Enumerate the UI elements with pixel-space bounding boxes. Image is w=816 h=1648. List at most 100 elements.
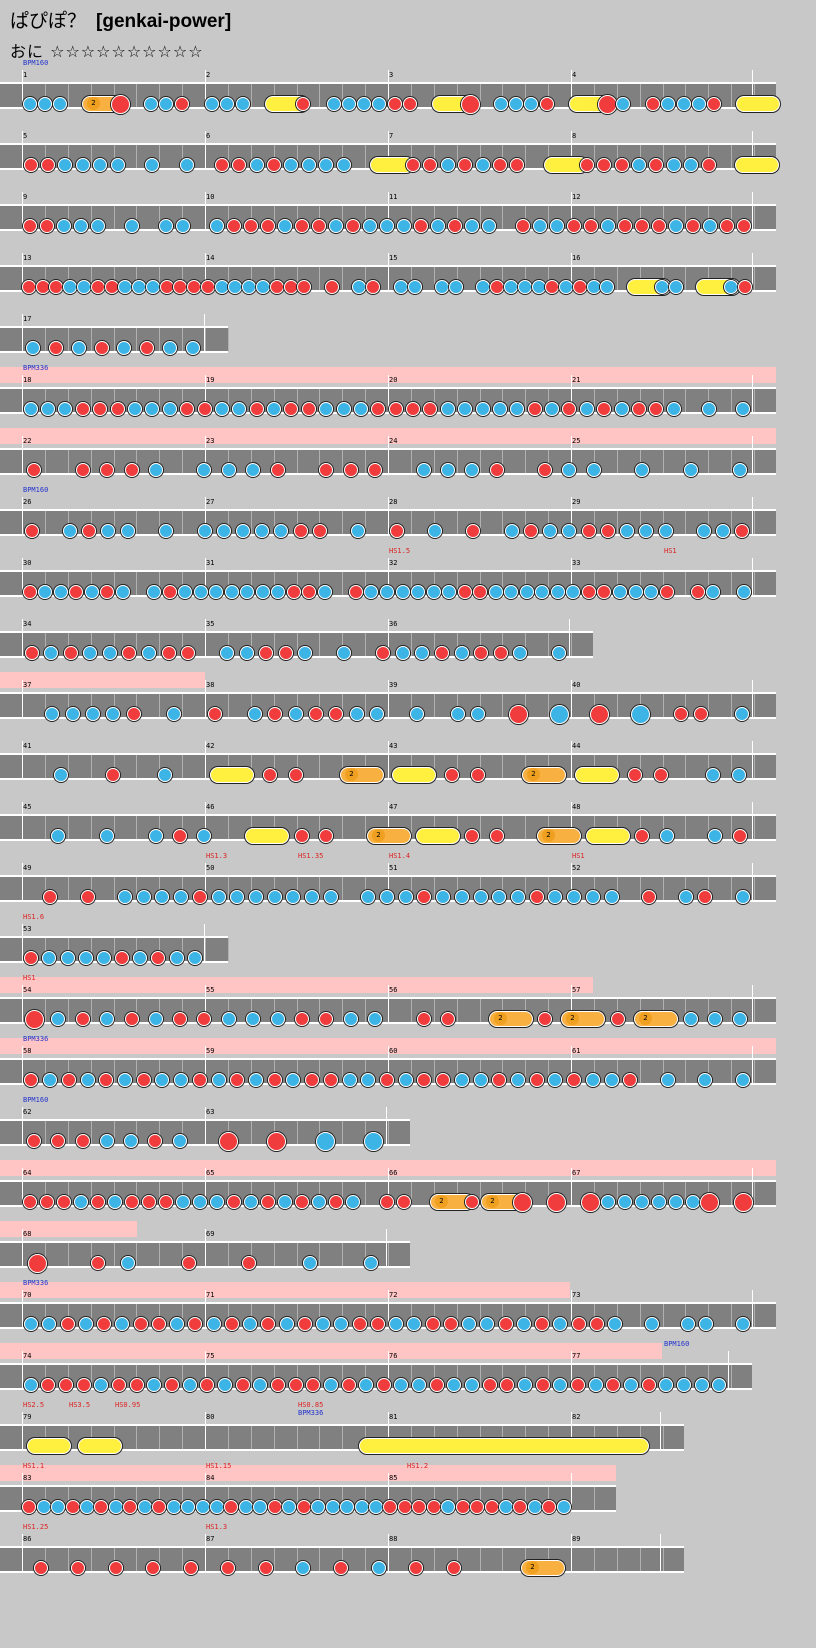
beat-line [457,1365,458,1388]
scroll-speed-label: HS1.3 [206,1523,228,1531]
beat-line [663,145,664,168]
don-note [187,280,201,294]
beat-line [274,206,275,229]
beat-line [319,755,320,778]
bar-line [22,863,23,902]
bar-line [571,253,572,292]
bar-line [571,1534,572,1573]
beat-line [91,1548,92,1571]
beat-line [136,328,137,351]
don-note [297,280,311,294]
ka-note [209,585,223,599]
beat-line [548,450,549,473]
measure-number: 64 [23,1169,32,1177]
star-rating: ☆☆☆☆☆☆☆☆☆☆ [50,42,204,61]
beat-line [754,755,755,778]
bpm-change-label: BPM160 [23,59,49,67]
don-note [465,829,479,843]
beat-line [91,145,92,168]
don-note [572,1317,586,1331]
ka-note [389,1317,403,1331]
ka-note [158,768,172,782]
beat-line [457,1548,458,1571]
don-note [353,1317,367,1331]
beat-line [480,1487,481,1510]
beat-line [594,450,595,473]
beat-line [663,1304,664,1327]
don-note [430,1378,444,1392]
ka-note [605,890,619,904]
beat-line [365,206,366,229]
don-note [538,463,552,477]
beat-line [480,999,481,1022]
beat-line [251,206,252,229]
ka-note [703,219,717,233]
ka-note [586,1073,600,1087]
balloon-count: 2 [486,1195,499,1208]
scroll-speed-label: HS1.5 [389,547,411,555]
beat-line [434,999,435,1022]
beat-line [434,633,435,656]
don-note [649,402,663,416]
beat-line [251,1243,252,1266]
beat-line [457,877,458,900]
ka-note [186,341,200,355]
don-note [582,524,596,538]
bar-line [205,1046,206,1085]
bar-line [388,619,389,658]
beat-line [68,328,69,351]
beat-line [45,999,46,1022]
beat-line [319,877,320,900]
beat-line [342,1243,343,1266]
beat-line [45,572,46,595]
ka-note [121,1256,135,1270]
don-note [733,829,747,843]
ka-note [396,646,410,660]
ka-note [93,158,107,172]
beat-line [708,1304,709,1327]
beat-line [685,999,686,1022]
ka-note [465,1378,479,1392]
scroll-speed-label: HS1.15 [206,1462,232,1470]
ka-note [394,1378,408,1392]
ka-note [441,402,455,416]
beat-line [502,511,503,534]
beat-line [342,1426,343,1449]
ka-note [352,280,366,294]
beat-line [502,816,503,839]
ka-note [499,1500,513,1514]
beat-line [114,1365,115,1388]
don-note [51,1134,65,1148]
don-note [632,402,646,416]
beat-line [640,389,641,412]
beat-line [480,389,481,412]
ka-note [170,1317,184,1331]
ka-note [116,585,130,599]
ka-note [550,219,564,233]
don-note [95,341,109,355]
beat-line [548,1548,549,1571]
don-note [597,402,611,416]
bar-line [752,497,753,536]
ka-note [677,97,691,111]
ka-note [427,585,441,599]
scroll-speed-label: HS3.5 [69,1401,91,1409]
beat-line [663,1365,664,1388]
beat-line [136,816,137,839]
beat-line [434,877,435,900]
ka-note [733,1012,747,1026]
beat-line [731,267,732,290]
beat-line [159,1304,160,1327]
ka-note [255,524,269,538]
beat-line [136,755,137,778]
beat-line [617,1548,618,1571]
measure-number: 48 [572,803,581,811]
bar-line [205,70,206,109]
beat-line [114,938,115,961]
beat-line [159,84,160,107]
don-note [77,1378,91,1392]
beat-line [434,816,435,839]
beat-line [617,1426,618,1449]
beat-line [205,938,206,961]
don-note [597,585,611,599]
